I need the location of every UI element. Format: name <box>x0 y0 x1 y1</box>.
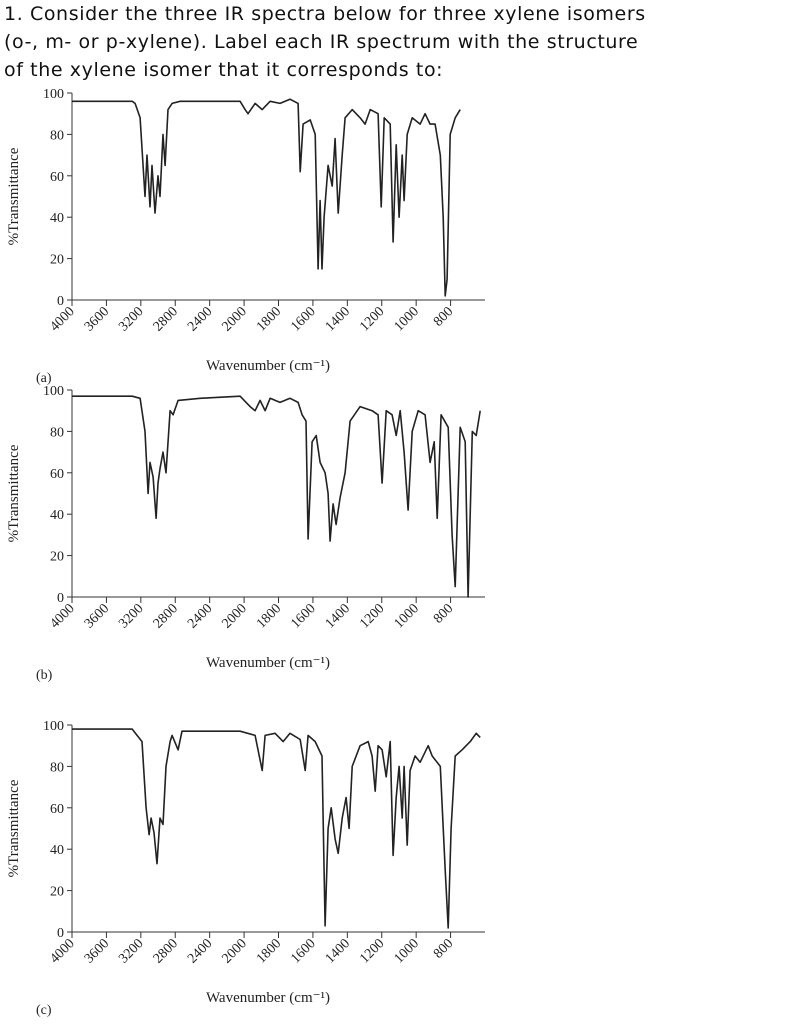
y-tick-label: 0 <box>57 926 64 941</box>
x-axis-label: Wavenumber (cm⁻¹) <box>206 990 330 1006</box>
x-tick-label: 2400 <box>185 936 215 966</box>
x-tick-label: 3600 <box>82 601 112 631</box>
y-tick-label: 20 <box>50 253 64 268</box>
y-tick-label: 100 <box>43 384 64 399</box>
panel-label: (a) <box>36 371 52 386</box>
y-tick-label: 0 <box>57 591 64 606</box>
x-tick-label: 2000 <box>220 601 250 631</box>
x-tick-label: 1800 <box>254 601 284 631</box>
y-axis-label: %Transmittance <box>6 779 22 877</box>
y-tick-label: 80 <box>50 425 64 440</box>
x-tick-label: 2400 <box>185 304 215 334</box>
x-tick-label: 1400 <box>323 601 353 631</box>
y-tick-label: 40 <box>50 508 64 523</box>
spectrum-line <box>72 98 461 297</box>
question-line: 1. Consider the three IR spectra below f… <box>4 3 646 25</box>
x-tick-label: 3600 <box>82 304 112 334</box>
x-tick-label: 800 <box>431 601 456 626</box>
x-tick-label: 800 <box>431 304 456 329</box>
y-axis-label: %Transmittance <box>6 147 22 245</box>
x-tick-label: 1600 <box>288 936 318 966</box>
panel-label: (c) <box>36 1003 52 1018</box>
y-tick-label: 0 <box>57 294 64 309</box>
x-tick-label: 1200 <box>357 304 387 334</box>
x-tick-label: 1400 <box>323 304 353 334</box>
x-tick-label: 2800 <box>151 936 181 966</box>
y-tick-label: 20 <box>50 885 64 900</box>
spectrum-chart: 0 20 40 60 80 100 4000 3600 3200 2800 2400 2000 1800… <box>6 384 485 683</box>
x-tick-label: 4000 <box>47 601 77 631</box>
y-tick-label: 100 <box>43 719 64 734</box>
x-tick-label: 3200 <box>116 304 146 334</box>
x-tick-label: 1000 <box>392 304 422 334</box>
x-tick-label: 3600 <box>82 936 112 966</box>
x-tick-label: 2000 <box>220 936 250 966</box>
x-axis-label: Wavenumber (cm⁻¹) <box>206 655 330 671</box>
x-tick-label: 1400 <box>323 936 353 966</box>
x-tick-label: 1200 <box>357 936 387 966</box>
x-tick-label: 1000 <box>392 936 422 966</box>
x-tick-label: 2800 <box>151 304 181 334</box>
spectrum-line <box>72 395 481 598</box>
x-tick-label: 1800 <box>254 936 284 966</box>
y-tick-label: 100 <box>43 87 64 102</box>
spectrum-chart: 0 20 40 60 80 100 4000 3600 3200 2800 2400 2000 1800… <box>6 719 485 1018</box>
x-tick-label: 4000 <box>47 936 77 966</box>
x-tick-label: 2000 <box>220 304 250 334</box>
y-tick-label: 80 <box>50 760 64 775</box>
spectrum-chart: 0 20 40 60 80 100 4000 3600 3200 2800 2400 2000 1800… <box>6 87 485 386</box>
question-line: (o-, m- or p-xylene). Label each IR spec… <box>4 31 638 53</box>
x-tick-label: 1800 <box>254 304 284 334</box>
x-tick-label: 2400 <box>185 601 215 631</box>
y-tick-label: 60 <box>50 170 64 185</box>
y-tick-label: 40 <box>50 211 64 226</box>
y-tick-label: 40 <box>50 843 64 858</box>
x-tick-label: 3200 <box>116 936 146 966</box>
x-tick-label: 2800 <box>151 601 181 631</box>
x-tick-label: 1600 <box>288 304 318 334</box>
x-tick-label: 1200 <box>357 601 387 631</box>
y-tick-label: 60 <box>50 802 64 817</box>
x-axis-label: Wavenumber (cm⁻¹) <box>206 358 330 374</box>
x-tick-label: 3200 <box>116 601 146 631</box>
panel-label: (b) <box>36 668 53 683</box>
x-tick-label: 1000 <box>392 601 422 631</box>
y-tick-label: 20 <box>50 550 64 565</box>
spectrum-line <box>72 728 481 929</box>
x-tick-label: 1600 <box>288 601 318 631</box>
y-tick-label: 80 <box>50 128 64 143</box>
x-tick-label: 800 <box>431 936 456 961</box>
question-line: of the xylene isomer that it corresponds… <box>4 59 443 81</box>
y-axis-label: %Transmittance <box>6 444 22 542</box>
y-tick-label: 60 <box>50 467 64 482</box>
x-tick-label: 4000 <box>47 304 77 334</box>
